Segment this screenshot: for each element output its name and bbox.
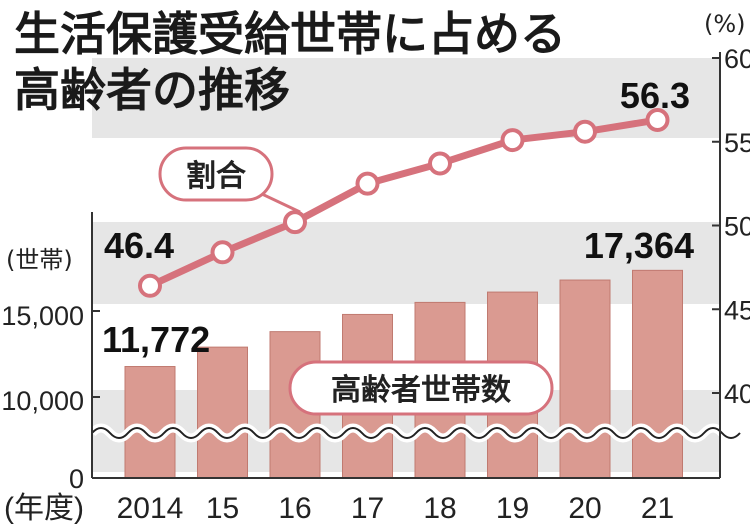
- x-axis-unit: (年度): [4, 492, 84, 525]
- line-series: [138, 107, 670, 298]
- right-tick-label: 50: [724, 212, 750, 242]
- x-tick-label: 18: [423, 492, 456, 525]
- x-tick-label: 19: [496, 492, 529, 525]
- bar: [197, 346, 248, 479]
- bar: [632, 269, 683, 479]
- right-axis-ticks: 40 45 50 55 60: [712, 44, 750, 409]
- left-tick-label: 10,000: [1, 386, 84, 416]
- x-tick-label: 21: [641, 492, 674, 525]
- right-tick-label: 45: [724, 295, 750, 325]
- line-point: [355, 171, 380, 196]
- x-tick-label: 16: [278, 492, 311, 525]
- line-point: [573, 119, 597, 144]
- right-tick-label: 40: [724, 379, 750, 409]
- ratio-label-box: [158, 146, 274, 202]
- x-tick-label: 20: [568, 492, 601, 525]
- x-tick-label: 2014: [117, 492, 184, 525]
- line-point: [138, 273, 162, 298]
- right-tick-label: 60: [724, 44, 750, 74]
- line-point: [210, 240, 235, 265]
- axis-break-line: [91, 427, 741, 439]
- chart-title: 生活保護受給世帯に占める: [14, 7, 566, 61]
- bar: [124, 366, 176, 479]
- line-point: [283, 210, 307, 235]
- ratio-line: [148, 116, 659, 289]
- households-series-label: 高齢者世帯数: [331, 373, 512, 408]
- households-label-box: [288, 360, 554, 416]
- line-point: [500, 128, 525, 153]
- ratio-series-label: 割合: [186, 159, 246, 194]
- chart-subtitle: 高齢者の推移: [14, 63, 290, 117]
- bar-series: [124, 269, 683, 479]
- right-tick-label: 55: [724, 128, 750, 158]
- bar-last-value-label: 17,364: [584, 225, 694, 266]
- x-axis-ticks: 2014 15 16 17 18 19 20 21: [117, 492, 675, 525]
- line-last-value-label: 56.3: [620, 75, 690, 116]
- right-axis-unit: (%): [704, 10, 746, 38]
- line-point: [645, 107, 670, 132]
- line-point: [428, 151, 452, 176]
- bar-first-value-label: 11,772: [102, 319, 210, 360]
- left-tick-label: 0: [69, 464, 84, 494]
- bar: [559, 279, 611, 479]
- x-tick-label: 15: [206, 492, 239, 525]
- left-tick-label: 15,000: [1, 301, 84, 331]
- x-tick-label: 17: [351, 492, 384, 525]
- left-axis-unit: (世帯): [6, 246, 73, 274]
- line-first-value-label: 46.4: [104, 225, 174, 266]
